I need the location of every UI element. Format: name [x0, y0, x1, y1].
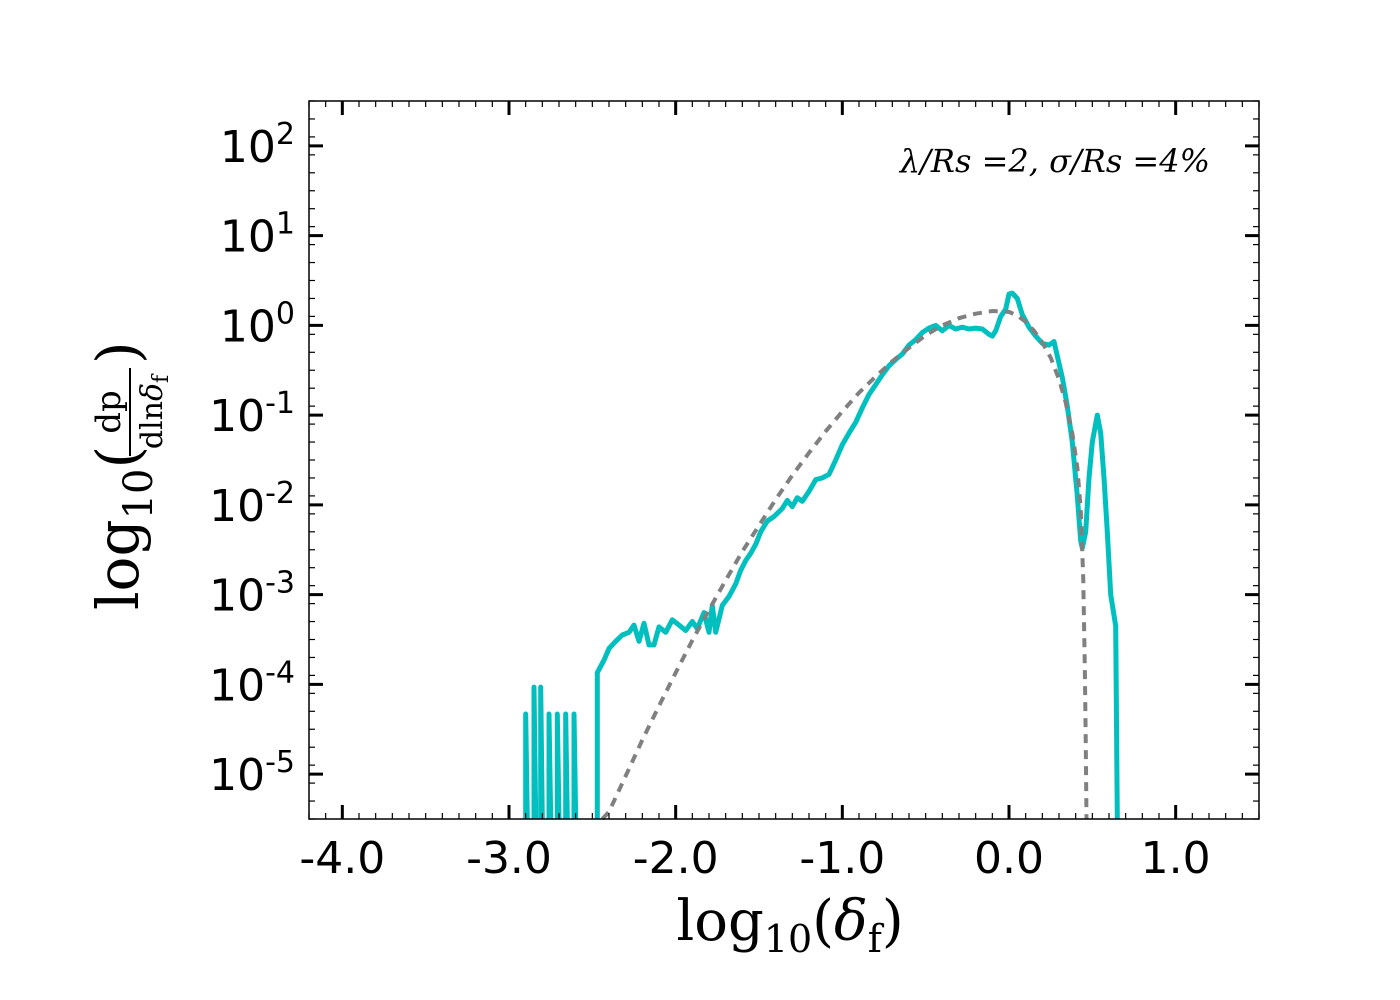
y-tick-label: 100 — [220, 296, 295, 352]
y-axis-title: log10( dp dlnδf ) — [84, 341, 174, 610]
series-measured-segment — [538, 684, 545, 820]
svg-text:log10(δf): log10(δf) — [676, 889, 903, 961]
y-tick-label: 10-1 — [209, 386, 295, 442]
x-tick-label: -3.0 — [466, 833, 552, 884]
y-tick-label: 101 — [220, 207, 295, 263]
y-tick-label: 10-4 — [209, 655, 295, 711]
series-measured-segment — [546, 711, 554, 820]
annotation: λ/Rs =2, σ/Rs =4% — [898, 142, 1210, 180]
series-measured-segment — [563, 711, 570, 820]
series-measured-segment — [531, 684, 539, 820]
svg-text:dlnδf: dlnδf — [135, 373, 174, 449]
x-tick-label: 1.0 — [1141, 833, 1211, 884]
x-tick-label: -1.0 — [799, 833, 885, 884]
svg-text:dp: dp — [89, 390, 129, 434]
plot-frame — [308, 100, 1260, 820]
svg-text:): ) — [84, 341, 152, 364]
svg-text:log10(: log10( — [84, 446, 162, 610]
series-measured-segment — [594, 290, 1120, 820]
y-tick-label: 10-2 — [209, 476, 295, 532]
y-tick-label: 10-5 — [209, 745, 295, 801]
x-tick-label: -4.0 — [299, 833, 385, 884]
y-tick-label: 102 — [220, 117, 295, 173]
x-tick-label: 0.0 — [974, 833, 1044, 884]
series-measured-segment — [571, 711, 579, 820]
series-measured-segment — [554, 711, 562, 820]
series-layer — [523, 290, 1120, 821]
labels-layer: -4.0 -3.0 -2.0 -1.0 0.0 1.0 102 101 100 10-1 10-2 1… — [209, 117, 1211, 884]
series-measured-segment — [523, 711, 530, 820]
ticks-layer — [308, 100, 1260, 820]
y-tick-label: 10-3 — [209, 566, 295, 622]
x-tick-label: -2.0 — [633, 833, 719, 884]
series-model-line — [600, 308, 1089, 821]
x-axis-title: log10(δf) — [676, 889, 903, 961]
